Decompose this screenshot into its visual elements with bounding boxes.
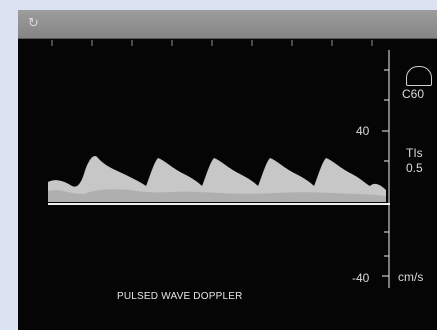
doppler-caption: PULSED WAVE DOPPLER <box>117 291 243 302</box>
doppler-image-frame: ↻ <box>18 10 437 330</box>
velocity-scale-axis <box>382 50 390 288</box>
refresh-icon: ↻ <box>28 16 39 31</box>
doppler-display <box>48 40 390 288</box>
doppler-waveform-texture <box>48 189 386 202</box>
probe-icon <box>406 66 432 86</box>
time-tick-marks <box>51 40 373 46</box>
scale-bottom-label: -40 <box>352 271 370 285</box>
thermal-index-label: TIs <box>406 146 423 160</box>
probe-name: C60 <box>402 87 425 101</box>
thermal-index-value: 0.5 <box>406 161 423 175</box>
image-top-bar: ↻ <box>18 10 437 39</box>
scale-top-label: 40 <box>356 124 370 138</box>
scale-unit-label: cm/s <box>398 270 424 284</box>
